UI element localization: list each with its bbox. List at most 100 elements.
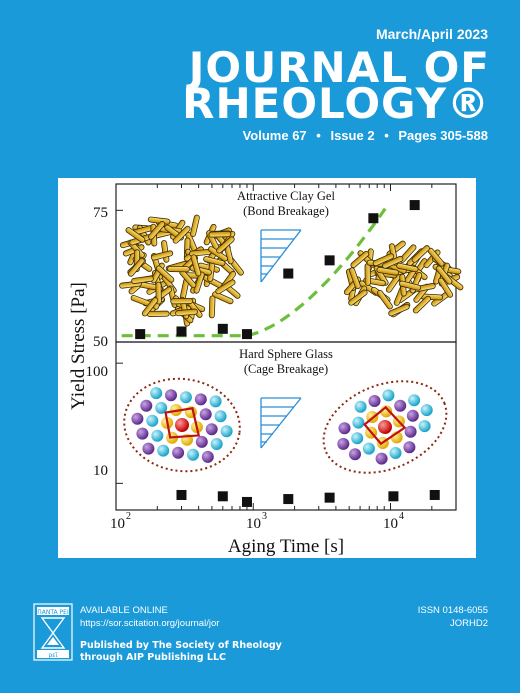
clay-rod [349, 267, 361, 290]
society-logo: ΠANTA PEI ρεῖ [33, 603, 73, 661]
clay-trend-line [121, 207, 387, 338]
glass-data-point [324, 492, 335, 503]
y-tick-label: 10 [93, 463, 108, 479]
logo-bottom-text: ρεῖ [48, 652, 57, 659]
hard-sphere-clusters [123, 377, 448, 474]
sphere-particle [408, 394, 421, 407]
y-tick-label: 75 [93, 205, 108, 221]
publisher-info: Published by The Society of Rheology thr… [80, 640, 282, 664]
clay-data-point [324, 255, 335, 266]
sphere-particle [142, 442, 155, 455]
clay-rod [190, 214, 200, 237]
clay-rod [348, 289, 368, 306]
sphere-particle [354, 400, 367, 413]
clay-rod [170, 297, 194, 305]
journal-title-word: RHEOLOGY [182, 79, 447, 128]
clay-data-point [368, 213, 379, 224]
clay-rods-cluster [343, 240, 464, 318]
cage-outline [362, 405, 407, 446]
sphere-particle [131, 412, 144, 425]
clay-rod [382, 255, 404, 269]
sphere-particle [195, 435, 208, 448]
registered-mark: ® [447, 79, 490, 128]
sphere-particle [420, 404, 433, 417]
x-tick-exponent: 3 [262, 511, 267, 522]
journal-title-line2: RHEOLOGY® [182, 83, 490, 125]
clay-rod [167, 265, 190, 273]
shear-profile-icon [260, 229, 302, 283]
availability-info: AVAILABLE ONLINE https://sor.scitation.o… [80, 604, 219, 630]
journal-url[interactable]: https://sor.scitation.org/journal/jor [80, 618, 220, 629]
clay-rod [131, 275, 154, 284]
sphere-particle [404, 425, 417, 438]
clay-rod [212, 291, 234, 305]
volume-text: Volume 67 [242, 128, 307, 143]
clay-rod [350, 250, 370, 269]
clay-rod [127, 257, 145, 277]
glass-data-point [388, 491, 399, 502]
sphere-particle [136, 427, 149, 440]
clay-rod [364, 263, 371, 286]
clay-rod [372, 253, 395, 267]
cage-outline [164, 407, 201, 439]
clay-rod [208, 231, 232, 238]
caged-particle [378, 420, 392, 434]
x-tick-exponent: 4 [399, 511, 404, 522]
clay-rod [172, 225, 191, 244]
sphere-particle [205, 423, 218, 436]
sphere-particle [382, 389, 395, 402]
clay-data-point [241, 329, 252, 340]
y-tick-label: 100 [86, 364, 109, 380]
clay-rod [411, 245, 430, 263]
clay-rod [388, 303, 410, 317]
glass-data-point [283, 494, 294, 505]
caged-particle [175, 418, 189, 432]
publisher-line1: Published by The Society of Rheology [80, 640, 282, 651]
sphere-particle [375, 452, 388, 465]
clay-rods-cluster [119, 214, 244, 327]
clay-rod [147, 221, 166, 240]
sphere-particle [140, 399, 153, 412]
sphere-particle [179, 391, 192, 404]
clay-rod [216, 236, 235, 254]
sphere-particle [209, 395, 222, 408]
y-tick-label: 50 [93, 334, 108, 350]
clay-data-point [409, 200, 420, 211]
cover-figure: Attractive Clay Gel (Bond Breakage) Hard… [58, 178, 476, 558]
sphere-particle [338, 422, 351, 435]
clay-rod [203, 256, 226, 267]
clay-rod [376, 289, 393, 310]
top-panel-subtitle: (Bond Breakage) [243, 204, 329, 218]
sphere-particle [187, 448, 199, 461]
sphere-particle [337, 437, 350, 450]
axis-ticks [115, 184, 433, 510]
cage-boundary [123, 377, 241, 473]
coden: JORHD2 [449, 618, 488, 629]
sphere-particle [172, 446, 185, 459]
sphere-particle [157, 444, 170, 457]
sphere-particle [210, 438, 223, 450]
clay-rod [412, 295, 431, 314]
clay-data-point [176, 326, 187, 337]
pages-text: Pages 305-588 [398, 128, 488, 143]
sphere-particle [352, 416, 365, 429]
sphere-particle [150, 387, 163, 400]
cover-figure-chart: Attractive Clay Gel (Bond Breakage) Hard… [68, 183, 464, 557]
issue-date: March/April 2023 [375, 26, 488, 42]
sphere-particle [194, 393, 207, 406]
issue-text: Issue 2 [330, 128, 375, 143]
sphere-particle [406, 409, 419, 422]
sphere-particle [349, 448, 361, 461]
sphere-particle [394, 399, 407, 412]
clay-rod [155, 265, 175, 283]
clay-rod [141, 297, 159, 317]
hourglass-icon [40, 617, 66, 649]
glass-data-point [176, 489, 187, 500]
cage-boundary [322, 380, 448, 474]
bottom-panel-title: Hard Sphere Glass [239, 347, 333, 361]
sphere-particle [351, 432, 364, 445]
issn-info: ISSN 0148-6055 JORHD2 [418, 604, 488, 630]
clay-rod [398, 280, 422, 291]
sphere-particle [151, 429, 164, 442]
sphere-particle [403, 441, 416, 454]
